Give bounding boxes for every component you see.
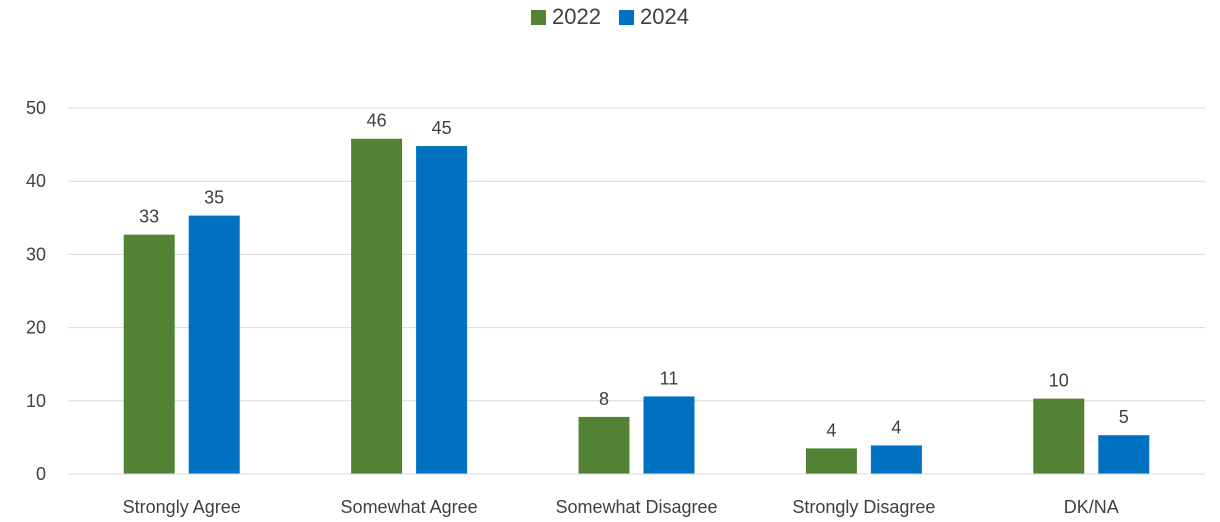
- y-tick-label: 50: [26, 98, 46, 118]
- legend-label-2024: 2024: [640, 4, 689, 29]
- y-tick-label: 40: [26, 171, 46, 191]
- data-label-2024-3: 4: [891, 417, 901, 437]
- x-category-label: Somewhat Agree: [341, 497, 478, 517]
- bar-2022-3: [805, 448, 857, 474]
- data-label-2022-2: 8: [599, 389, 609, 409]
- data-label-2024-0: 35: [204, 188, 224, 208]
- x-category-label: DK/NA: [1064, 497, 1119, 517]
- legend-swatch-2022: [531, 9, 547, 25]
- data-label-2024-4: 5: [1119, 407, 1129, 427]
- data-label-2022-3: 4: [826, 420, 836, 440]
- data-label-2024-2: 11: [660, 368, 679, 388]
- x-category-label: Strongly Agree: [123, 497, 241, 517]
- bar-2022-2: [578, 416, 630, 474]
- y-tick-label: 30: [26, 244, 46, 264]
- y-tick-label: 0: [36, 464, 46, 484]
- bar-2024-1: [416, 146, 468, 474]
- data-label-2022-4: 10: [1049, 371, 1069, 391]
- legend: 2022 2024: [0, 4, 1220, 30]
- bar-2024-2: [643, 396, 695, 474]
- x-category-label: Strongly Disagree: [792, 497, 935, 517]
- bar-2022-1: [351, 138, 403, 474]
- data-label-2022-1: 46: [367, 111, 387, 131]
- bar-2024-4: [1098, 435, 1150, 474]
- bar-2024-3: [870, 445, 922, 474]
- y-tick-label: 20: [26, 318, 46, 338]
- bar-2022-0: [123, 234, 175, 474]
- legend-label-2022: 2022: [552, 4, 601, 29]
- bar-2024-0: [188, 215, 240, 474]
- data-label-2022-0: 33: [139, 207, 159, 227]
- x-category-label: Somewhat Disagree: [555, 497, 717, 517]
- data-label-2024-1: 45: [432, 118, 452, 138]
- bar-2022-4: [1033, 398, 1085, 474]
- legend-swatch-2024: [619, 9, 634, 25]
- y-tick-label: 10: [26, 391, 46, 411]
- legend-item-2022: 2022: [531, 4, 601, 30]
- legend-item-2024: 2024: [619, 4, 689, 30]
